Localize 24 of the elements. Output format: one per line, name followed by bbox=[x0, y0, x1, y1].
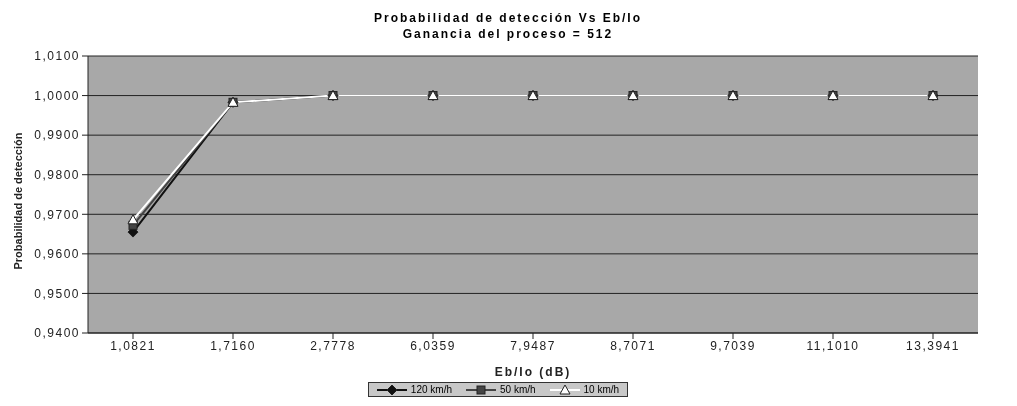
y-tick-label: 0,9500 bbox=[34, 286, 80, 301]
x-tick-label: 6,0359 bbox=[410, 338, 456, 353]
x-tick-label: 11,1010 bbox=[806, 338, 860, 353]
x-tick-label: 2,7778 bbox=[310, 338, 356, 353]
chart-title: Probabilidad de detección Vs Eb/Io bbox=[372, 10, 643, 26]
y-tick-label: 0,9600 bbox=[34, 247, 80, 262]
x-tick-label: 9,7039 bbox=[710, 338, 756, 353]
x-tick-label: 1,0821 bbox=[110, 338, 156, 353]
y-tick-label: 0,9800 bbox=[34, 167, 80, 182]
y-tick-label: 1,0000 bbox=[34, 88, 80, 103]
x-tick-label: 7,9487 bbox=[510, 338, 556, 353]
y-tick-label: 0,9400 bbox=[34, 326, 80, 341]
y-tick-label: 1,0100 bbox=[34, 49, 80, 64]
y-tick-label: 0,9700 bbox=[34, 207, 80, 222]
legend-label: 120 km/h bbox=[410, 384, 452, 395]
x-tick-label: 1,7160 bbox=[210, 338, 256, 353]
y-tick-label: 0,9900 bbox=[34, 128, 80, 143]
y-axis-title: Probabilidad de detección bbox=[11, 132, 24, 270]
legend-label: 10 km/h bbox=[583, 384, 620, 395]
legend-label: 50 km/h bbox=[499, 384, 536, 395]
x-tick-label: 13,3941 bbox=[906, 338, 960, 353]
x-axis-title: Eb/Io (dB) bbox=[494, 365, 572, 379]
x-tick-label: 8,7071 bbox=[610, 338, 656, 353]
chart-subtitle: Ganancia del proceso = 512 bbox=[401, 26, 615, 42]
